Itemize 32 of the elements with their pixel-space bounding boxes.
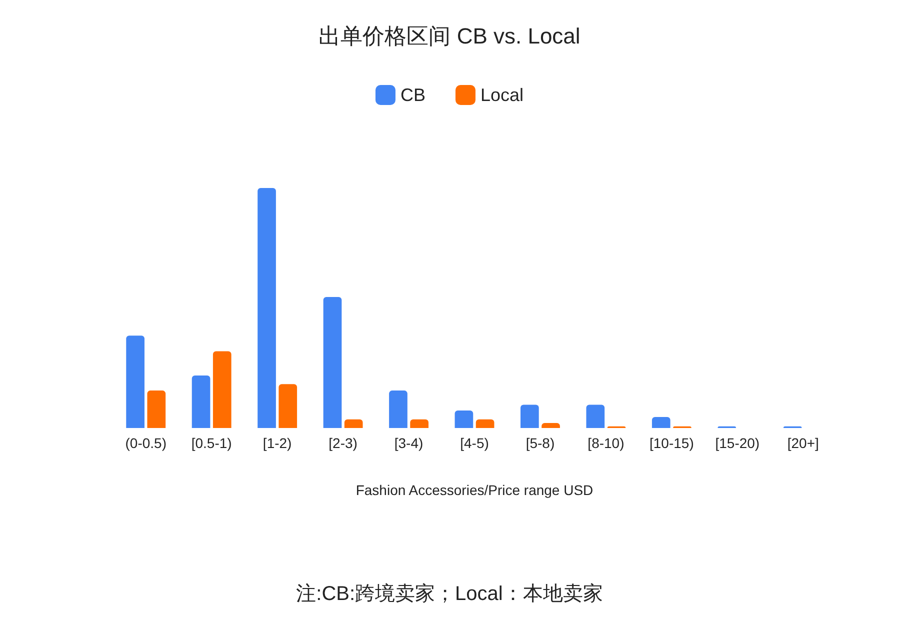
x-tick-label: [4-5) (460, 435, 489, 451)
bar (278, 384, 298, 428)
x-tick-label: [5-8) (526, 435, 555, 451)
legend-label: Local (480, 85, 524, 105)
x-tick-label: [20+] (787, 435, 819, 451)
bar (652, 416, 670, 428)
bar (520, 404, 539, 428)
bar (542, 422, 560, 428)
bar (258, 188, 276, 428)
bar (410, 419, 428, 428)
x-tick-label: [3-4) (394, 435, 424, 451)
bar (212, 351, 232, 428)
bar (344, 419, 363, 428)
x-tick-label: [15-20) (715, 435, 760, 451)
chart-title: 出单价格区间 CB vs. Local (318, 24, 580, 48)
x-tick-label: [8-10) (588, 435, 624, 451)
text: 注:CB:跨境卖家；Local：本地卖家 (296, 583, 603, 605)
bar (323, 296, 342, 428)
bar (389, 390, 408, 428)
bar (147, 390, 166, 428)
x-tick-label: [10-15) (650, 435, 694, 451)
bar (126, 336, 144, 428)
x-tick-label: (0-0.5) (125, 435, 166, 451)
bar (476, 419, 494, 428)
x-tick-label: [1-2) (262, 435, 292, 451)
legend-label: CB (400, 85, 426, 105)
x-tick-label: [2-3) (328, 435, 358, 451)
x-axis-title: Fashion Accessories/Price range USD (356, 482, 594, 498)
bar (586, 404, 605, 428)
bar (454, 410, 474, 428)
x-tick-label: [0.5-1) (191, 435, 232, 451)
bar (192, 375, 210, 428)
